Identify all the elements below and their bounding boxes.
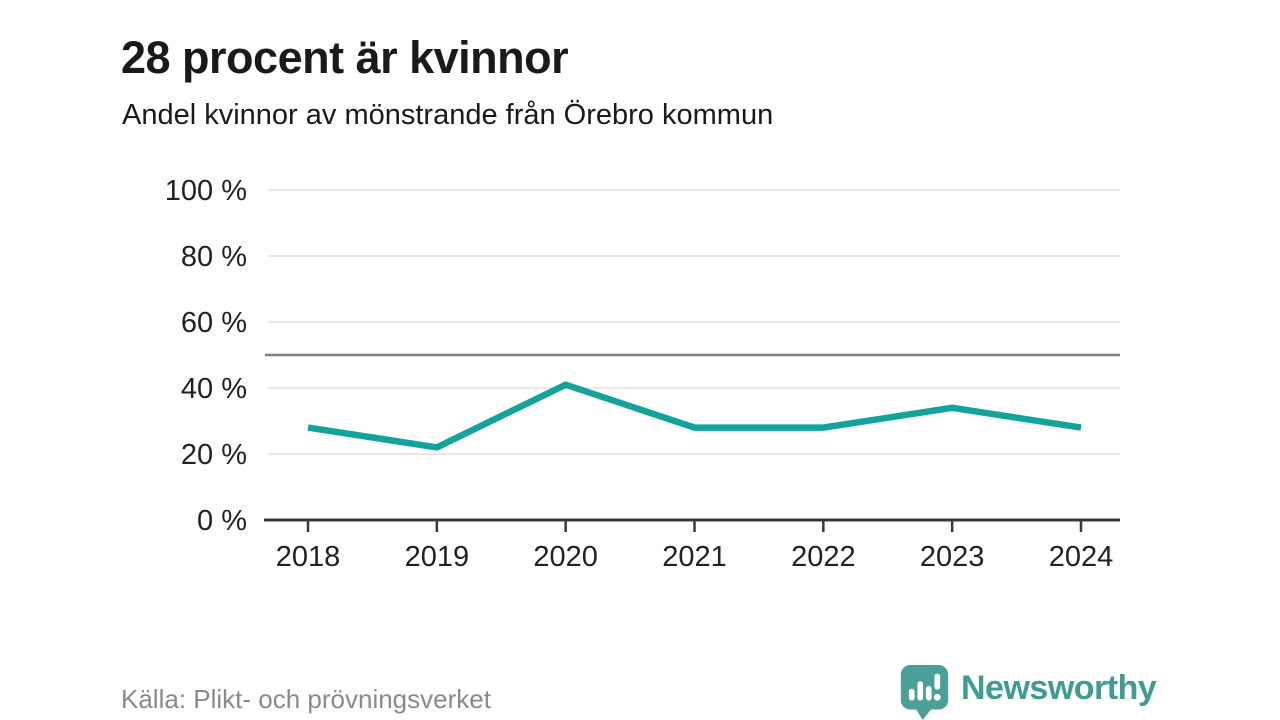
y-tick-label: 60 %: [181, 307, 247, 339]
y-tick-label: 80 %: [181, 241, 247, 273]
x-tick-label: 2023: [920, 541, 985, 573]
y-tick-label: 0 %: [197, 505, 247, 537]
x-tick-label: 2020: [533, 541, 598, 573]
y-tick-label: 100 %: [165, 175, 247, 207]
newsworthy-logo: Newsworthy: [898, 664, 1157, 720]
x-tick-label: 2021: [662, 541, 727, 573]
source-caption: Källa: Plikt- och prövningsverket: [121, 684, 491, 714]
x-tick-label: 2018: [276, 541, 341, 573]
chart-subtitle: Andel kvinnor av mönstrande från Örebro …: [122, 99, 774, 131]
x-tick-label: 2024: [1049, 541, 1114, 573]
newsworthy-speech-bubble-bar-chart-icon: [900, 665, 949, 720]
y-tick-label: 40 %: [181, 373, 247, 405]
data-line-andel-kvinnor-av-mönstrande: [307, 381, 1082, 451]
x-tick-label: 2022: [791, 541, 856, 573]
y-tick-label: 20 %: [181, 439, 247, 471]
brand-name: Newsworthy: [961, 669, 1157, 707]
x-tick-label: 2019: [405, 541, 470, 573]
chart-title: 28 procent är kvinnor: [121, 32, 569, 84]
